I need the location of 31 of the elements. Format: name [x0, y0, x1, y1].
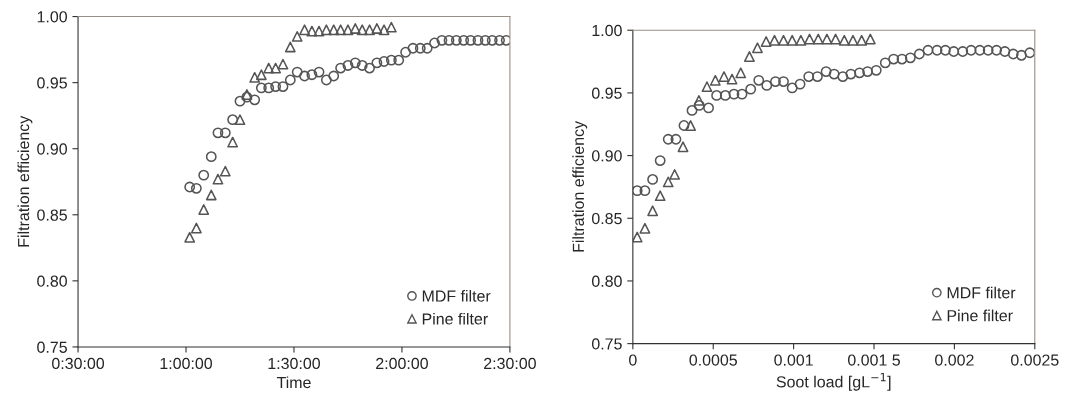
y-tick-label: 1.00 [592, 24, 622, 37]
y-tick-label: 1.00 [37, 11, 67, 23]
y-tick-label: 0.85 [37, 209, 67, 221]
x-tick-label: 0.0005 [689, 354, 737, 366]
legend-label: MDF filter [422, 290, 491, 302]
x-tick-label: 0 [629, 354, 637, 366]
x-tick-label: 0:30:00 [52, 357, 105, 370]
x-tick-label: 1:30:00 [268, 357, 320, 370]
y-tick-label: 0.75 [37, 341, 67, 353]
y-tick-label: 0.90 [591, 150, 622, 162]
y-tick-label: 0.75 [591, 338, 622, 350]
y-axis-title: Filtration efficiency [572, 120, 588, 252]
legend-label: Pine filter [947, 309, 1013, 322]
y-tick-label: 0.85 [591, 212, 622, 225]
x-axis-title: Soot load [gL$^{−1}$] [776, 373, 891, 391]
y-tick-label: 0.80 [591, 275, 622, 287]
legend-label: Pine filter [422, 312, 488, 325]
x-tick-label: 1:00:00 [160, 357, 213, 370]
x-tick-label: 2:00:00 [376, 357, 428, 370]
x-tick-label: 0.002 [935, 354, 974, 366]
y-tick-label: 0.95 [37, 77, 67, 89]
legend-label: MDF filter [947, 286, 1016, 299]
x-tick-label: 0.001 [774, 354, 813, 366]
x-tick-label: 2:30:00 [484, 357, 536, 370]
y-axis-title: Filtration efficiency [17, 115, 33, 247]
x-tick-label: 0.001 5 [848, 354, 900, 366]
y-tick-label: 0.95 [591, 87, 622, 99]
x-tick-label: 0.0025 [1010, 354, 1059, 366]
y-tick-label: 0.80 [37, 275, 67, 287]
x-axis-title: Time [276, 376, 311, 389]
y-tick-label: 0.90 [37, 143, 67, 155]
